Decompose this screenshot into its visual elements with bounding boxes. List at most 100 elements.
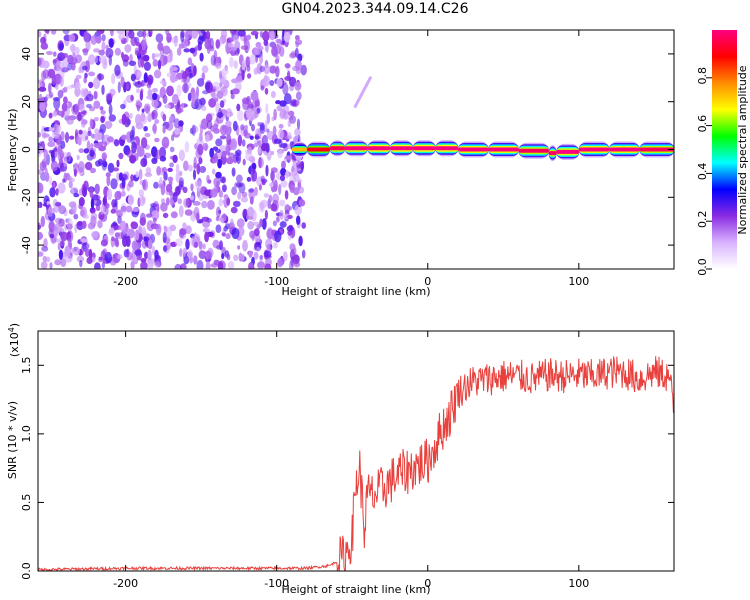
noise-speckle (190, 183, 194, 192)
noise-speckle (151, 109, 158, 120)
noise-speckle (130, 94, 134, 102)
noise-speckle (66, 85, 73, 90)
noise-speckle (75, 81, 81, 90)
signal-band-segment (344, 146, 368, 151)
noise-speckle (221, 184, 227, 193)
noise-speckle (140, 258, 147, 263)
noise-speckle (215, 138, 223, 147)
noise-speckle (226, 253, 231, 261)
noise-speckle (216, 206, 221, 218)
noise-speckle (182, 247, 188, 255)
noise-speckle (101, 159, 108, 171)
noise-speckle (198, 250, 207, 260)
noise-speckle (212, 81, 221, 90)
noise-speckle (183, 48, 191, 53)
noise-speckle (240, 45, 249, 50)
noise-speckle (293, 261, 301, 268)
snr-x-tick-label: -100 (264, 577, 289, 590)
noise-speckle (120, 51, 125, 59)
noise-speckle (66, 217, 73, 230)
noise-speckle (253, 143, 259, 148)
noise-speckle (231, 227, 240, 239)
noise-speckle (157, 59, 162, 70)
noise-speckle (144, 105, 150, 114)
noise-speckle (219, 135, 227, 140)
noise-speckle (138, 225, 143, 234)
noise-speckle (48, 82, 52, 94)
noise-speckle (270, 150, 275, 156)
noise-speckle (43, 238, 48, 249)
noise-speckle (52, 96, 61, 102)
noise-speckle (204, 189, 212, 197)
noise-speckle (105, 206, 109, 216)
noise-speckle (294, 204, 303, 216)
noise-speckle (166, 72, 171, 78)
noise-speckle (294, 254, 300, 263)
noise-speckle (61, 102, 68, 112)
noise-speckle (173, 37, 178, 47)
noise-speckle (291, 171, 296, 177)
noise-speckle (42, 133, 50, 138)
noise-speckle (264, 263, 272, 269)
noise-speckle (283, 251, 288, 262)
noise-speckle (296, 215, 301, 225)
noise-speckle (133, 64, 137, 75)
noise-speckle (62, 58, 69, 69)
noise-speckle (88, 248, 93, 260)
noise-speckle (249, 231, 255, 239)
noise-speckle (280, 180, 288, 188)
noise-speckle (140, 261, 148, 269)
noise-speckle (187, 164, 193, 172)
noise-speckle (215, 148, 221, 153)
noise-speckle (145, 32, 149, 37)
colorbar-tick-label: 0.8 (696, 67, 709, 85)
noise-speckle (131, 141, 137, 154)
noise-speckle (249, 196, 254, 205)
noise-speckle (202, 142, 209, 151)
noise-speckle (38, 182, 44, 194)
noise-speckle (261, 218, 267, 230)
noise-speckle (240, 124, 245, 131)
noise-speckle (196, 260, 204, 269)
noise-speckle (87, 54, 96, 65)
spectrogram-y-tick-label: 20 (20, 95, 33, 109)
snr-line (38, 356, 674, 571)
signal-band-segment (556, 149, 580, 154)
noise-speckle (146, 213, 153, 218)
noise-speckle (129, 53, 133, 63)
noise-speckle (135, 229, 140, 241)
noise-speckle (164, 104, 171, 109)
noise-speckle (258, 146, 262, 155)
noise-speckle (251, 162, 257, 170)
signal-band-segment (639, 147, 674, 152)
noise-speckle (241, 139, 246, 147)
noise-speckle (194, 241, 198, 248)
noise-speckle (284, 190, 289, 200)
noise-speckle (254, 242, 258, 250)
noise-speckle (231, 167, 236, 177)
noise-speckle (257, 122, 262, 127)
noise-speckle (263, 39, 269, 46)
noise-speckle (120, 190, 126, 197)
noise-speckle (111, 237, 116, 242)
noise-speckle (265, 164, 269, 177)
noise-speckle (70, 43, 76, 54)
noise-speckle (138, 189, 145, 197)
noise-speckle (100, 110, 106, 115)
noise-speckle (204, 81, 211, 91)
noise-speckle (263, 64, 271, 75)
noise-speckle (217, 158, 223, 169)
noise-speckle (196, 212, 200, 222)
noise-speckle (162, 212, 169, 219)
noise-speckle (193, 156, 197, 169)
noise-speckle (247, 221, 255, 230)
noise-speckle (142, 179, 146, 190)
noise-speckle (261, 180, 266, 186)
noise-speckle (85, 135, 89, 141)
noise-speckle (139, 114, 148, 125)
noise-speckle (237, 245, 241, 250)
noise-speckle (94, 133, 101, 141)
noise-speckle (295, 91, 302, 101)
noise-speckle (280, 167, 287, 176)
noise-speckle (247, 73, 252, 79)
